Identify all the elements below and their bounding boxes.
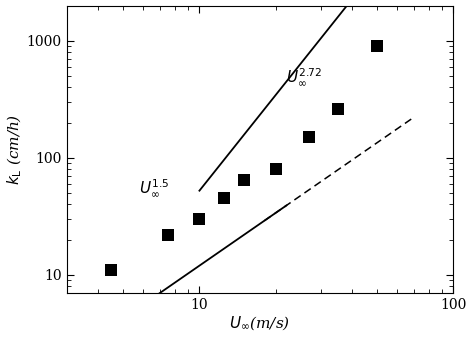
Point [334, 106, 341, 112]
Point [240, 177, 248, 183]
Point [220, 196, 228, 201]
Point [196, 216, 203, 222]
X-axis label: $U_{\infty}$(m/s): $U_{\infty}$(m/s) [229, 315, 291, 333]
Text: $U_\infty^{2.72}$: $U_\infty^{2.72}$ [287, 67, 322, 88]
Y-axis label: $k_\mathrm{L}$ (cm/h): $k_\mathrm{L}$ (cm/h) [6, 114, 24, 185]
Point [164, 232, 171, 238]
Point [305, 135, 313, 140]
Point [108, 267, 115, 273]
Text: $U_\infty^{1.5}$: $U_\infty^{1.5}$ [139, 178, 169, 198]
Point [373, 44, 380, 49]
Point [272, 167, 279, 172]
